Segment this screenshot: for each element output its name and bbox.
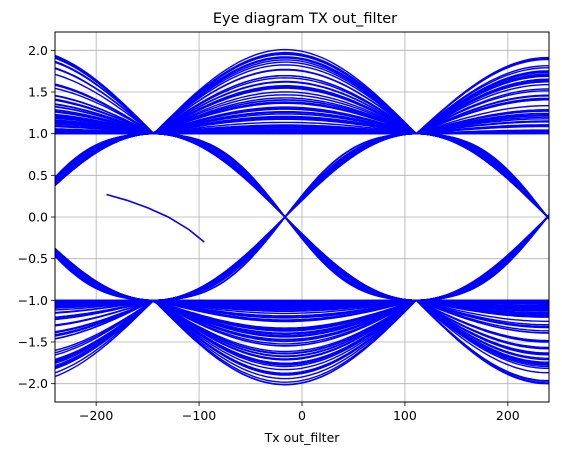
y-tick-label: −1.0 (18, 293, 48, 308)
x-tick-label: 100 (393, 408, 417, 423)
x-tick-label: 200 (496, 408, 520, 423)
y-tick-label: 1.5 (28, 85, 48, 100)
x-axis-label: Tx out_filter (264, 430, 341, 445)
y-tick-label: −1.5 (18, 335, 48, 350)
y-tick-label: −0.5 (18, 251, 48, 266)
x-tick-label: −100 (182, 408, 216, 423)
x-tick-label: −200 (79, 408, 113, 423)
y-tick-label: 0.0 (28, 210, 48, 225)
y-tick-label: 2.0 (28, 43, 48, 58)
y-tick-label: −2.0 (18, 376, 48, 391)
x-tick-label: 0 (298, 408, 306, 423)
y-tick-label: 1.0 (28, 126, 48, 141)
chart-title: Eye diagram TX out_filter (213, 11, 397, 27)
y-axis-ticks: −2.0 −1.5 −1.0 −0.5 0.0 0.5 1.0 1.5 2.0 (18, 43, 55, 391)
x-axis-ticks: −200 −100 0 100 200 (79, 402, 520, 423)
y-tick-label: 0.5 (28, 168, 48, 183)
